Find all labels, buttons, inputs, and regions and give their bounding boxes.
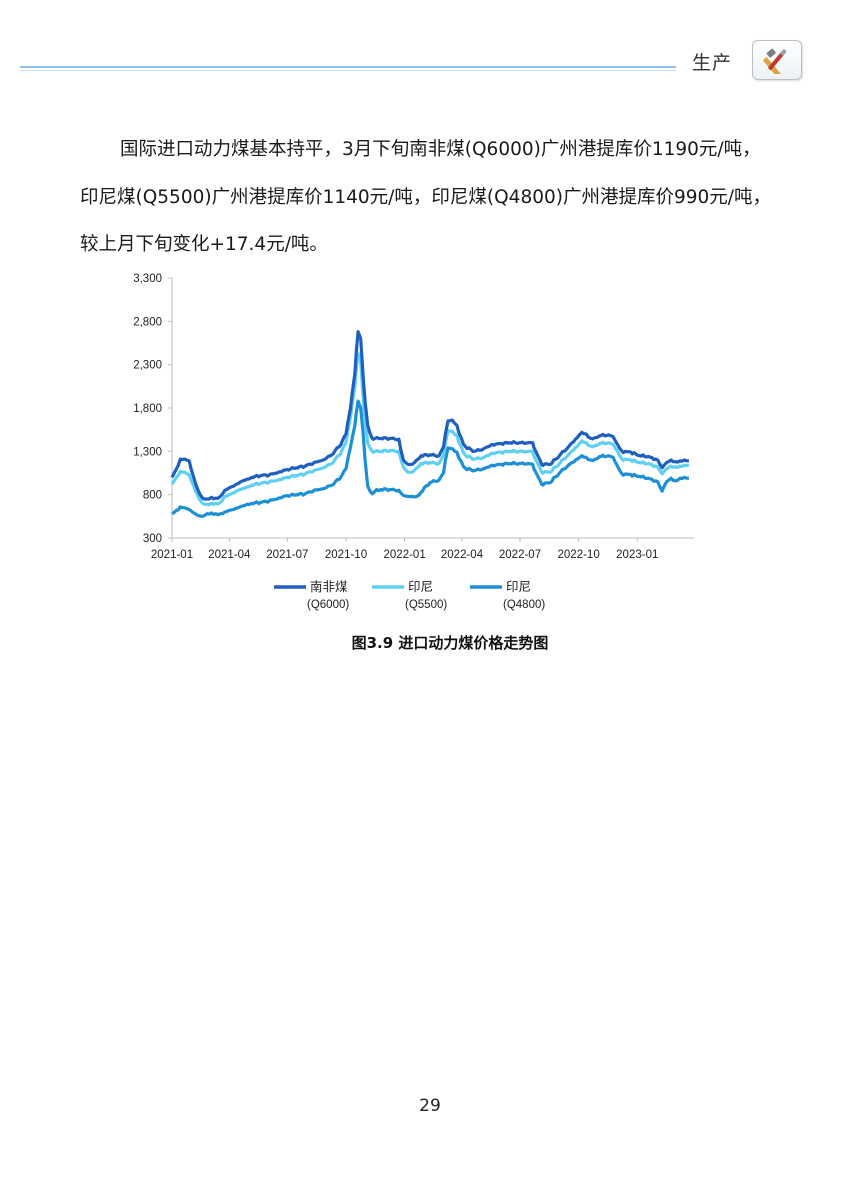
x-tick-label: 2022-07 <box>499 549 541 561</box>
x-tick-label: 2021-04 <box>208 549 251 561</box>
series-line <box>170 351 690 507</box>
body-paragraph: 国际进口动力煤基本持平，3月下旬南非煤(Q6000)广州港提库价1190元/吨，… <box>80 126 786 269</box>
paragraph-line-3: 较上月下旬变化+17.4元/吨。 <box>80 234 328 255</box>
page-number: 29 <box>419 1096 441 1116</box>
y-tick-label: 1,300 <box>133 446 162 458</box>
header-rule <box>20 66 676 68</box>
paragraph-line-2: 印尼煤(Q5500)广州港提库价1140元/吨，印尼煤(Q4800)广州港提库价… <box>80 186 772 208</box>
series-line <box>170 330 689 501</box>
legend-label: 印尼 <box>506 579 531 594</box>
header-rule-thin <box>20 70 676 71</box>
paragraph-line-1: 国际进口动力煤基本持平，3月下旬南非煤(Q6000)广州港提库价1190元/吨， <box>120 139 761 160</box>
legend-label-sub: (Q4800) <box>503 599 545 611</box>
x-tick-label: 2022-04 <box>441 549 484 561</box>
series-line <box>171 399 689 518</box>
x-tick-label: 2021-10 <box>325 549 367 561</box>
y-tick-label: 3,300 <box>133 273 162 285</box>
x-tick-label: 2023-01 <box>616 549 658 561</box>
x-tick-label: 2021-07 <box>266 549 308 561</box>
y-tick-label: 2,300 <box>133 360 162 372</box>
x-tick-label: 2021-01 <box>151 549 193 561</box>
section-label: 生产 <box>692 52 733 74</box>
legend-label-sub: (Q5500) <box>405 599 447 611</box>
y-tick-label: 800 <box>143 490 162 502</box>
y-tick-label: 1,800 <box>133 403 162 415</box>
legend-label: 南非煤 <box>310 579 348 594</box>
x-tick-label: 2022-10 <box>558 549 600 561</box>
legend-label: 印尼 <box>408 579 433 594</box>
legend-label-sub: (Q6000) <box>307 599 349 611</box>
coal-price-line-chart: 3,300 2,800 2,300 1,800 1,300 800 300 2021-01 2… <box>133 273 694 611</box>
tools-icon <box>752 40 802 80</box>
y-tick-label: 2,800 <box>133 316 162 328</box>
x-tick-label: 2022-01 <box>384 549 426 561</box>
figure-caption: 图3.9 进口动力煤价格走势图 <box>351 634 549 652</box>
y-tick-label: 300 <box>143 533 162 545</box>
